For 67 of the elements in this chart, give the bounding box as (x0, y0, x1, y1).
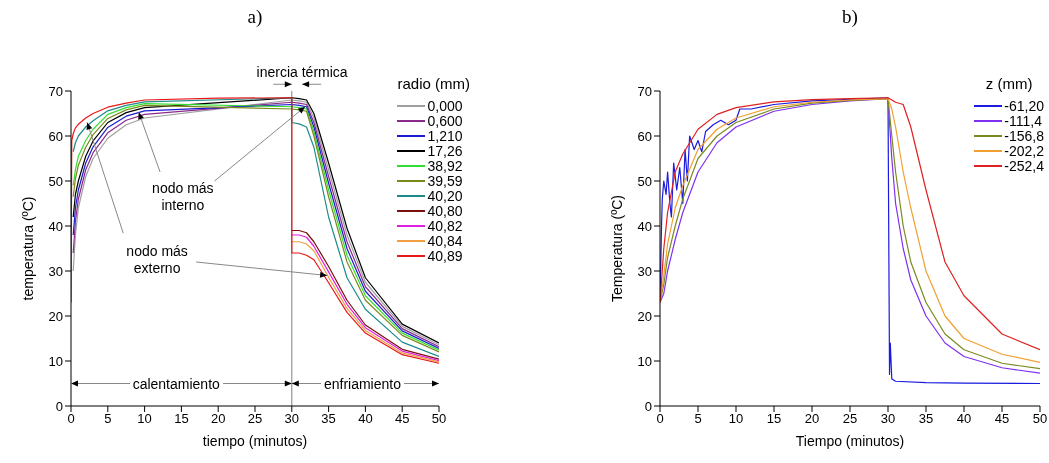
x-tick-label: 10 (728, 411, 744, 427)
y-tick-label: 0 (55, 398, 63, 414)
annotation: calentamiento (129, 375, 223, 392)
legend-label: 38,92 (427, 157, 463, 174)
legend-label: -156,8 (1004, 127, 1044, 144)
x-tick-label: 0 (656, 411, 664, 427)
x-tick-label: 40 (358, 411, 373, 427)
annotation: nodo más externo (125, 243, 189, 278)
legend-label: 39,59 (427, 172, 463, 189)
y-tick-label: 50 (48, 173, 63, 189)
y-tick-label: 50 (637, 173, 652, 189)
y-tick-label: 60 (637, 128, 652, 144)
legend-label: -61,20 (1004, 97, 1044, 114)
x-tick-label: 15 (766, 411, 782, 427)
legend-title: radio (mm) (397, 75, 470, 92)
x-tick-label: 45 (394, 411, 410, 427)
y-tick-label: 70 (48, 83, 63, 99)
x-tick-label: 25 (247, 411, 263, 427)
x-axis-title: Tiempo (minutos) (795, 433, 905, 449)
y-tick-label: 20 (48, 308, 63, 324)
y-axis-title: temperatura (ºC) (19, 196, 36, 301)
x-tick-label: 0 (67, 411, 75, 427)
x-tick-label: 5 (104, 411, 112, 427)
x-tick-label: 5 (694, 411, 702, 427)
y-tick-label: 30 (48, 263, 63, 279)
legend-label: -252,4 (1004, 157, 1044, 174)
annotation: nodo más interno (151, 180, 215, 215)
legend-label: 1,210 (427, 127, 463, 144)
annotation: enfriamiento (320, 375, 404, 392)
x-tick-label: 50 (431, 411, 447, 427)
legend-label: 17,26 (427, 142, 463, 159)
legend-label: 0,600 (427, 112, 463, 129)
y-axis-title: Temperatura (ºC) (608, 194, 625, 303)
legend-label: -202,2 (1004, 142, 1044, 159)
y-tick-label: 10 (637, 353, 652, 369)
x-tick-label: 35 (321, 411, 336, 427)
legend-label: 40,20 (427, 187, 463, 204)
x-tick-label: 45 (994, 411, 1010, 427)
x-axis-title: tiempo (minutos) (202, 433, 308, 449)
y-tick-label: 10 (48, 353, 63, 369)
y-tick-label: 40 (48, 218, 63, 234)
y-tick-label: 20 (637, 308, 652, 324)
x-tick-label: 10 (137, 411, 152, 427)
x-tick-label: 50 (1032, 411, 1048, 427)
x-tick-label: 25 (842, 411, 858, 427)
legend-label: 40,84 (427, 232, 463, 249)
x-tick-label: 30 (880, 411, 896, 427)
chart-title: a) (246, 6, 264, 28)
y-tick-label: 60 (48, 128, 63, 144)
legend-title: z (mm) (984, 75, 1034, 92)
legend-label: 40,80 (427, 202, 463, 219)
legend-label: 40,89 (427, 247, 463, 264)
x-tick-label: 15 (174, 411, 189, 427)
legend-label: 0,000 (427, 97, 463, 114)
y-tick-label: 30 (637, 263, 652, 279)
x-tick-label: 40 (956, 411, 972, 427)
chart-title: b) (841, 6, 859, 28)
y-tick-label: 0 (644, 398, 652, 414)
y-tick-label: 40 (637, 218, 652, 234)
x-tick-label: 35 (918, 411, 934, 427)
legend-label: -111,4 (1004, 112, 1042, 129)
x-tick-label: 30 (284, 411, 300, 427)
text: inercia térmica (256, 63, 348, 81)
legend-label: 40,82 (427, 217, 463, 234)
y-tick-label: 70 (637, 83, 652, 99)
x-tick-label: 20 (804, 411, 820, 427)
x-tick-label: 20 (210, 411, 226, 427)
